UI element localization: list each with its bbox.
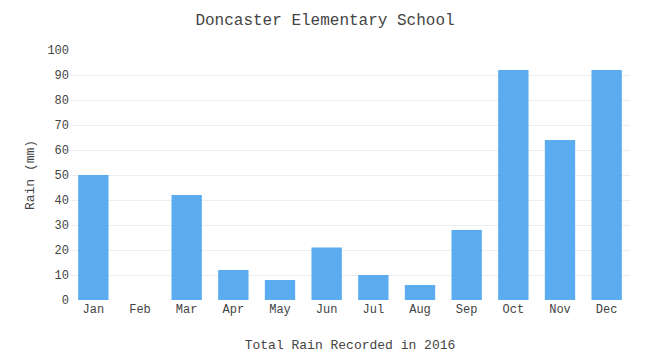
svg-text:50: 50 (55, 169, 69, 183)
svg-text:Sep: Sep (456, 303, 478, 317)
svg-text:Jun: Jun (316, 303, 338, 317)
svg-text:Oct: Oct (503, 303, 525, 317)
svg-text:Jul: Jul (363, 303, 385, 317)
svg-text:0: 0 (62, 294, 69, 308)
svg-text:Mar: Mar (176, 303, 198, 317)
svg-text:Rain (mm): Rain (mm) (23, 140, 38, 210)
svg-text:May: May (269, 303, 291, 317)
svg-text:20: 20 (55, 244, 69, 258)
svg-text:Dec: Dec (596, 303, 618, 317)
svg-text:40: 40 (55, 194, 69, 208)
svg-text:90: 90 (55, 69, 69, 83)
svg-text:Total Rain Recorded in 2016: Total Rain Recorded in 2016 (245, 338, 456, 353)
svg-text:60: 60 (55, 144, 69, 158)
svg-text:100: 100 (47, 44, 69, 58)
svg-text:30: 30 (55, 219, 69, 233)
svg-text:Jan: Jan (83, 303, 105, 317)
svg-text:10: 10 (55, 269, 69, 283)
svg-text:70: 70 (55, 119, 69, 133)
svg-text:Doncaster Elementary School: Doncaster Elementary School (195, 12, 454, 30)
svg-text:Nov: Nov (549, 303, 571, 317)
svg-text:Aug: Aug (409, 303, 431, 317)
svg-text:Feb: Feb (129, 303, 151, 317)
svg-text:Apr: Apr (223, 303, 245, 317)
svg-text:80: 80 (55, 94, 69, 108)
